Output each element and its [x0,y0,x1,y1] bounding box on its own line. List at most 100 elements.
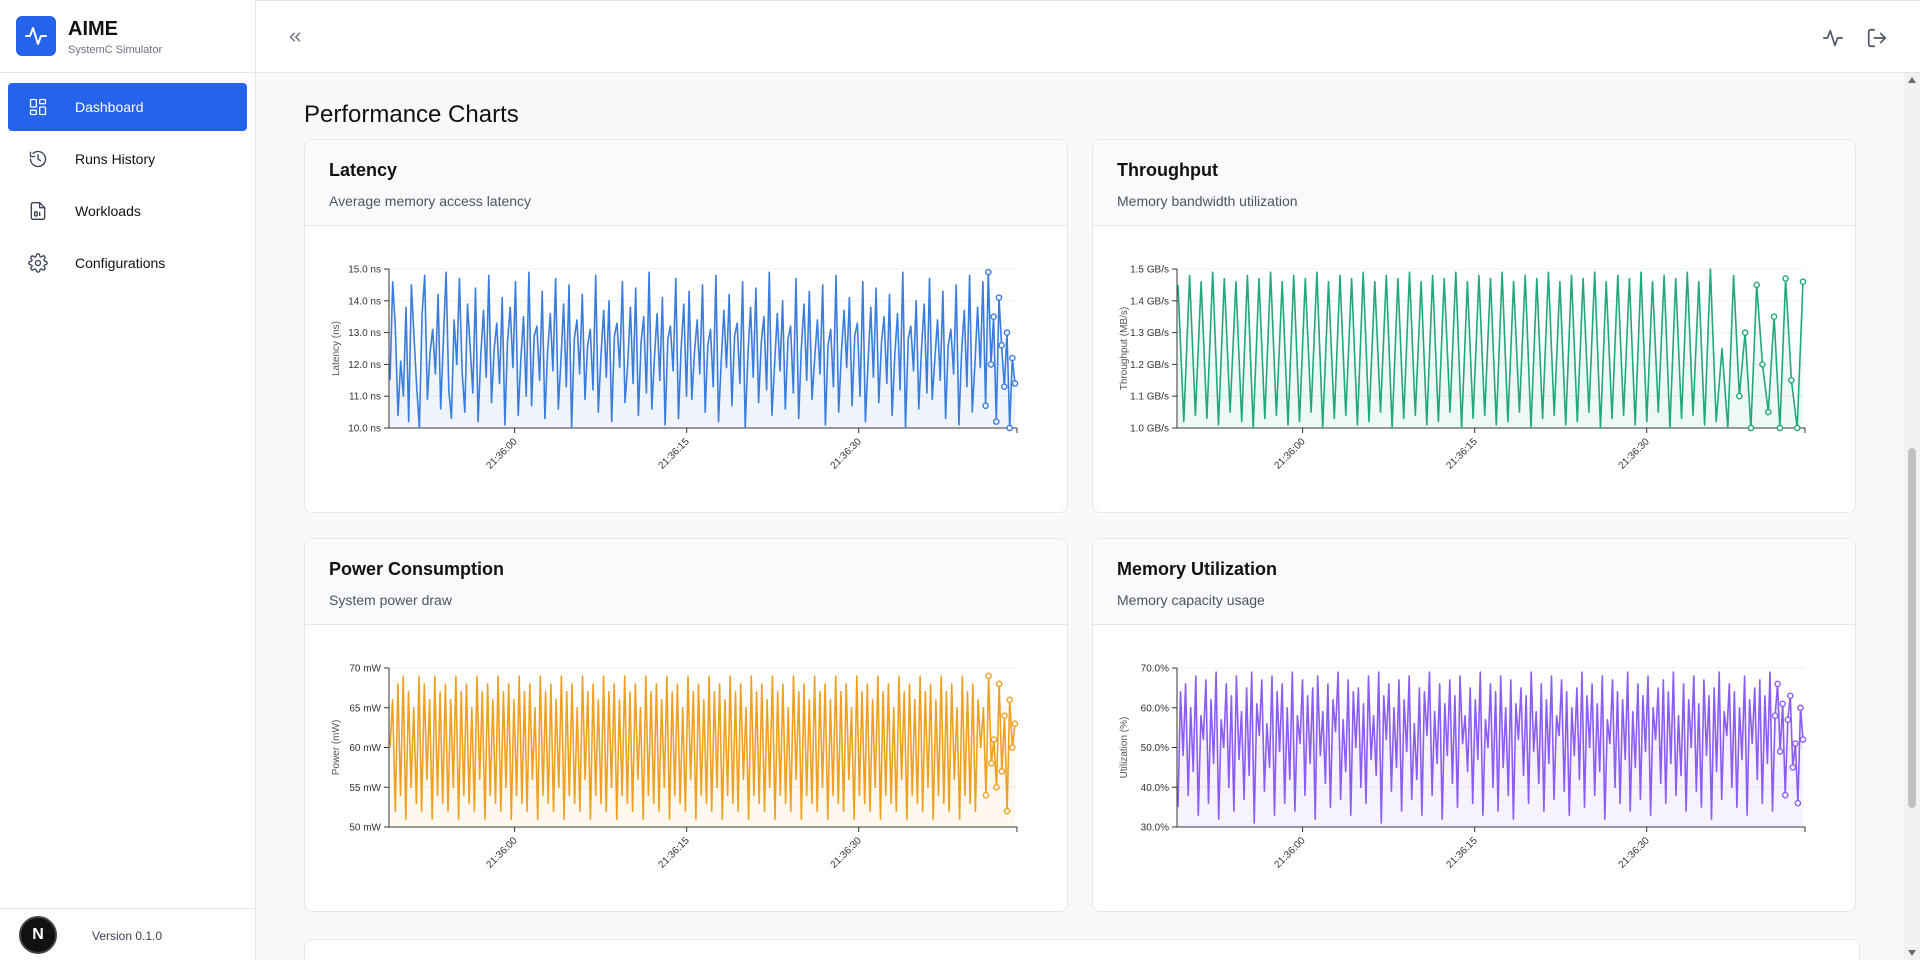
sidebar-footer: N Version 0.1.0 [0,908,256,960]
data-point [1789,764,1797,771]
memory-card: Memory Utilization Memory capacity usage… [1092,538,1856,912]
throughput-chart: 1.0 GB/s 1.1 GB/s 1.2 GB/s 1.3 GB/s 1.4 GB/s… [1119,265,1807,472]
series-line [389,271,1016,429]
app-title: AIME [68,17,118,40]
topbar [256,0,1920,73]
data-point [987,760,995,767]
data-point [1003,807,1011,815]
sidebar-item-label: Runs History [75,151,156,167]
section-title: Performance Charts [304,101,519,128]
y-tick-label: 11.0 ns [349,392,381,403]
app-logo[interactable] [16,16,56,56]
data-point [982,402,989,410]
scroll-thumb[interactable] [1908,448,1916,808]
card-description: System power draw [329,592,452,608]
data-point [1011,380,1019,387]
y-tick-label: 1.2 GB/s [1130,360,1169,371]
y-axis-label: Throughput (MB/s) [1119,307,1130,390]
memory-chart: 30.0% 40.0% 50.0% 60.0% 70.0% Utilization (%)… [1119,664,1807,871]
sidebar-item-workloads[interactable]: Workloads [8,187,247,235]
card-title: Latency [329,160,398,180]
series-area [1178,672,1803,827]
scroll-up-arrow[interactable] [1908,77,1916,83]
x-tick-label: 21:36:15 [656,835,692,871]
collapse-icon[interactable] [286,28,304,46]
y-axis-label: Power (mW) [331,720,342,776]
data-point [985,672,992,680]
avatar[interactable]: N [19,916,57,954]
y-tick-label: 40.0% [1141,783,1169,794]
x-tick-label: 21:36:00 [484,436,520,472]
y-tick-label: 1.0 GB/s [1130,424,1169,435]
file-code-icon [30,202,46,220]
data-point [1776,424,1784,432]
data-point [1759,361,1766,368]
data-point [1770,313,1778,320]
series-line [1177,268,1804,429]
activity-icon[interactable] [1822,27,1844,49]
data-point [1784,716,1792,723]
data-point [993,418,1000,425]
data-point [1779,700,1786,708]
data-point [1006,424,1013,432]
sidebar-item-label: Workloads [75,203,141,219]
data-point [1792,740,1799,747]
x-tick-label: 21:36:30 [1617,835,1653,871]
data-point [1011,720,1019,727]
x-tick-label: 21:36:00 [484,835,520,871]
data-point [1776,748,1784,755]
card-title: Power Consumption [329,559,504,579]
x-tick-label: 21:36:30 [1617,436,1653,472]
latency-chart: 10.0 ns 11.0 ns 12.0 ns 13.0 ns 14.0 ns 15.0 … [331,265,1019,472]
series-area [1178,269,1803,428]
data-point [1747,424,1755,432]
x-tick-label: 21:36:15 [1444,835,1480,871]
sidebar-item-runs-history[interactable]: Runs History [8,135,247,183]
data-point [995,680,1003,688]
scrollbar[interactable] [1904,73,1920,960]
y-tick-label: 1.3 GB/s [1130,328,1169,339]
y-tick-label: 12.0 ns [348,360,381,371]
data-point [1774,680,1781,688]
y-tick-label: 15.0 ns [348,265,381,276]
sidebar-item-configurations[interactable]: Configurations [8,239,247,287]
data-point [1764,408,1772,416]
x-tick-label: 21:36:30 [829,835,865,871]
data-point [987,361,995,368]
data-point [1009,354,1016,362]
data-point [995,294,1003,301]
data-point [993,783,1000,791]
data-point [1003,329,1011,336]
logout-icon[interactable] [1866,27,1888,49]
latency-card: Latency Average memory access latency 10… [304,139,1068,513]
data-point [1771,712,1779,719]
series-line [1177,671,1804,824]
series-line [389,675,1016,820]
data-point [998,768,1006,775]
data-point [1006,696,1014,704]
y-tick-label: 1.4 GB/s [1130,296,1169,307]
y-tick-label: 1.1 GB/s [1130,392,1169,403]
sidebar: AIME SystemC Simulator Dashboard Runs Hi… [0,0,256,960]
data-point [1788,376,1795,384]
data-point [1753,281,1761,289]
data-point [1786,692,1794,700]
y-tick-label: 50.0% [1141,743,1169,754]
y-tick-label: 10.0 ns [348,424,381,435]
data-point [1793,424,1801,432]
sidebar-item-dashboard[interactable]: Dashboard [8,83,247,131]
sidebar-item-label: Configurations [75,255,166,271]
data-point [1797,704,1804,712]
activity-icon [25,27,47,45]
card-description: Memory bandwidth utilization [1117,193,1298,209]
x-tick-label: 21:36:15 [1444,436,1480,472]
data-point [1782,275,1789,282]
y-tick-label: 30.0% [1141,823,1169,834]
data-point [990,313,997,320]
x-tick-label: 21:36:15 [656,436,692,472]
y-tick-label: 65 mW [349,703,381,714]
scroll-down-arrow[interactable] [1908,950,1916,956]
data-point [982,791,990,799]
data-point [1794,799,1802,807]
y-tick-label: 1.5 GB/s [1130,265,1169,276]
